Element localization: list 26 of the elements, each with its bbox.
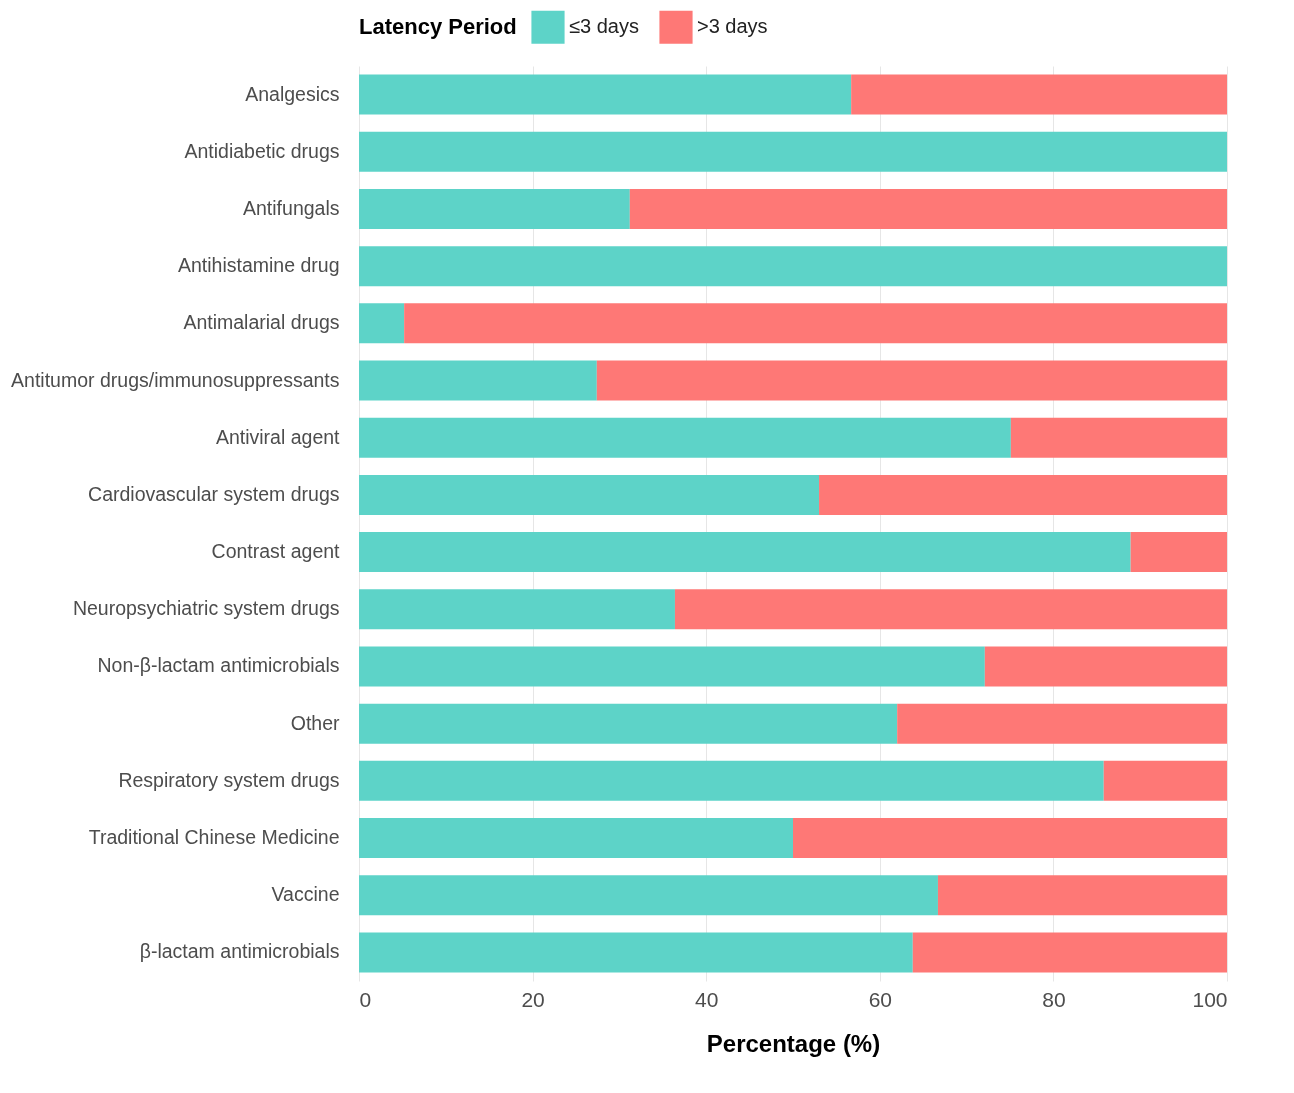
y-tick-label: Other <box>290 711 340 734</box>
y-tick-label: Antifungals <box>243 196 340 219</box>
y-tick-label: Antiviral agent <box>215 425 341 448</box>
y-tick-label: β-lactam antimicrobials <box>139 940 340 963</box>
legend-label: >3 days <box>697 15 768 38</box>
y-tick-label: Antihistamine drug <box>177 254 340 277</box>
x-tick-label: 0 <box>359 987 372 1011</box>
x-tick-label: 60 <box>868 987 892 1011</box>
y-tick-label: Antitumor drugs/immunosuppressants <box>11 368 340 391</box>
x-tick-label: 80 <box>1042 987 1066 1011</box>
y-tick-label: Contrast agent <box>211 540 341 563</box>
x-axis-title: Percentage (%) <box>706 1029 881 1057</box>
x-tick-label: 100 <box>1192 987 1228 1011</box>
x-tick-label: 40 <box>695 987 719 1011</box>
legend-label: ≤3 days <box>569 15 639 38</box>
y-tick-label: Non-β-lactam antimicrobials <box>97 654 340 677</box>
y-tick-label: Antimalarial drugs <box>183 311 340 334</box>
y-tick-label: Traditional Chinese Medicine <box>88 826 340 849</box>
y-tick-label: Neuropsychiatric system drugs <box>72 597 340 620</box>
x-tick-label: 20 <box>521 987 545 1011</box>
legend-title: Latency Period <box>359 14 517 39</box>
y-tick-label: Analgesics <box>245 82 340 105</box>
y-tick-label: Antidiabetic drugs <box>184 139 340 162</box>
y-tick-label: Respiratory system drugs <box>118 768 340 791</box>
y-tick-label: Vaccine <box>271 883 340 906</box>
y-tick-label: Cardiovascular system drugs <box>88 482 340 505</box>
